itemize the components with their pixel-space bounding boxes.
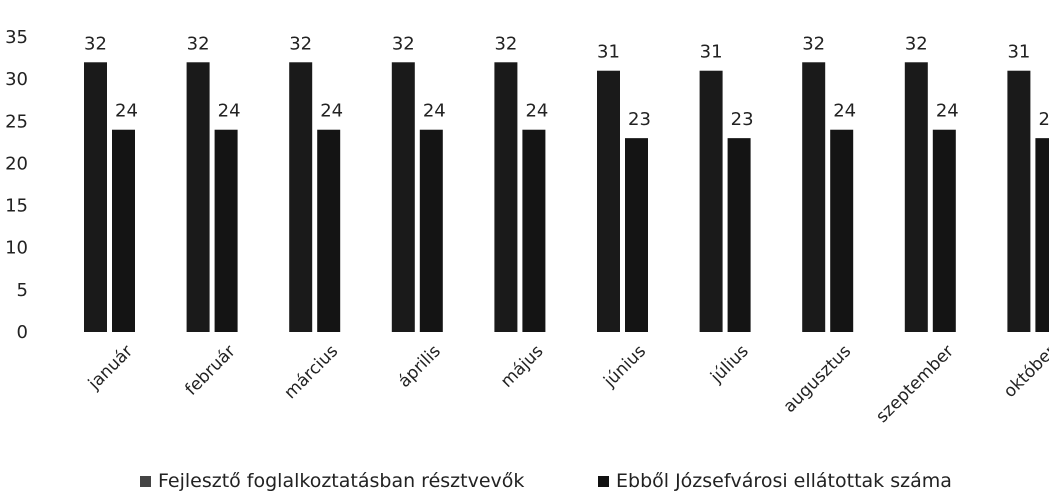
legend-item-series-1: Fejlesztő foglalkoztatásban résztvevők	[140, 470, 524, 492]
data-label-series-2: 24	[218, 101, 241, 122]
bar-series-2	[830, 129, 854, 332]
y-axis: 0 5 10 15 20 25 30 35	[5, 27, 28, 343]
data-label-series-1: 32	[802, 33, 825, 54]
bar-series-1	[904, 62, 928, 333]
bar-series-1	[1007, 70, 1031, 332]
bar-series-1	[391, 62, 415, 333]
x-axis: január február március április május június jú…	[84, 341, 1049, 427]
x-tick-label: március	[281, 341, 343, 403]
data-label-series-1: 31	[1007, 42, 1030, 63]
x-tick-label: május	[497, 341, 548, 392]
y-tick-label: 25	[5, 111, 28, 132]
bar-series-2	[932, 129, 956, 332]
y-tick-label: 15	[5, 196, 28, 217]
data-label-series-1: 32	[187, 33, 210, 54]
data-label-series-2: 23	[731, 109, 754, 130]
data-label-series-2: 23	[628, 109, 651, 130]
value-labels: 32 24 32 24 32 24 32 24 32 24 31 23 31 23 32 24 32 24 31 23	[84, 33, 1049, 130]
y-tick-label: 30	[5, 69, 28, 90]
data-label-series-1: 31	[700, 42, 723, 63]
bar-series-2	[214, 129, 238, 332]
data-label-series-2: 24	[525, 101, 548, 122]
bars	[84, 62, 1049, 333]
x-tick-label: február	[181, 341, 239, 399]
bar-series-1	[597, 70, 620, 332]
data-label-series-1: 32	[494, 33, 517, 54]
y-tick-label: 10	[5, 238, 28, 259]
x-tick-label: január	[84, 341, 137, 394]
bar-series-1	[699, 70, 723, 332]
bar-series-1	[289, 62, 313, 333]
legend-label-series-2: Ebből Józsefvárosi ellátottak száma	[616, 470, 952, 492]
legend-item-series-2: Ebből Józsefvárosi ellátottak száma	[598, 470, 952, 492]
data-label-series-1: 31	[597, 42, 620, 63]
bar-series-2	[522, 129, 546, 332]
bar-series-2	[112, 129, 135, 332]
x-tick-label: június	[599, 341, 650, 392]
data-label-series-2: 24	[115, 101, 138, 122]
bar-series-2	[419, 129, 443, 332]
bar-series-2	[1035, 138, 1049, 332]
bar-series-1	[802, 62, 826, 333]
legend-swatch-series-2	[598, 475, 609, 487]
legend-label-series-1: Fejlesztő foglalkoztatásban résztvevők	[158, 470, 525, 492]
y-tick-label: 0	[17, 322, 28, 343]
bar-series-2	[625, 138, 648, 332]
data-label-series-2: 24	[833, 101, 856, 122]
data-label-series-1: 32	[392, 33, 415, 54]
x-tick-label: augusztus	[780, 341, 856, 417]
bar-series-2	[727, 138, 751, 332]
bar-series-1	[186, 62, 210, 333]
data-label-series-1: 32	[289, 33, 312, 54]
y-tick-label: 5	[17, 280, 28, 301]
data-label-series-1: 32	[905, 33, 928, 54]
y-tick-label: 20	[5, 153, 28, 174]
x-tick-label: július	[706, 341, 752, 387]
data-label-series-1: 32	[84, 33, 107, 54]
data-label-series-2: 24	[423, 101, 446, 122]
bar-series-1	[494, 62, 518, 333]
data-label-series-2: 24	[320, 101, 343, 122]
bar-series-1	[84, 62, 107, 333]
data-label-series-2: 24	[936, 101, 959, 122]
bar-series-2	[317, 129, 341, 332]
y-tick-label: 35	[5, 27, 28, 48]
legend-swatch-series-1	[140, 475, 151, 487]
data-label-series-2: 23	[1038, 109, 1049, 130]
x-tick-label: április	[394, 341, 444, 391]
x-tick-label: október	[1000, 341, 1049, 402]
x-tick-label: szeptember	[872, 341, 958, 427]
legend: Fejlesztő foglalkoztatásban résztvevők E…	[0, 470, 1049, 498]
